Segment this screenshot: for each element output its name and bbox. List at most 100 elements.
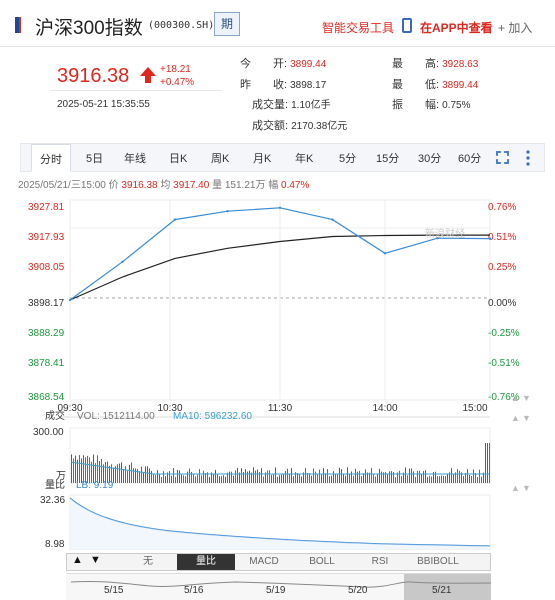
volume-bar bbox=[223, 475, 224, 483]
tab-5day[interactable]: 5日 bbox=[86, 153, 104, 165]
volume-bar bbox=[179, 470, 180, 483]
index-flag-icon bbox=[15, 17, 21, 33]
period-button[interactable]: 期 bbox=[214, 12, 240, 36]
y-axis-left-label: 3898.17 bbox=[28, 298, 65, 309]
timeline-day[interactable]: 5/20 bbox=[348, 585, 368, 596]
volume-bar bbox=[163, 471, 164, 483]
volume-bar bbox=[305, 467, 306, 483]
indicator-lb[interactable]: 量比 bbox=[177, 554, 235, 570]
volume-bar bbox=[335, 474, 336, 483]
lb-max-label: 32.36 bbox=[40, 495, 65, 506]
volume-bar bbox=[441, 475, 442, 483]
volume-bar bbox=[401, 476, 402, 483]
stat-open: 今 开: 3899.44 bbox=[240, 55, 326, 71]
x-axis-label: 11:30 bbox=[268, 403, 293, 414]
volume-bar bbox=[235, 470, 236, 483]
volume-bar bbox=[429, 475, 430, 483]
fullscreen-icon[interactable] bbox=[496, 151, 509, 164]
volume-bar bbox=[265, 472, 266, 483]
tab-60min[interactable]: 60分 bbox=[458, 153, 482, 165]
header-divider bbox=[0, 46, 555, 47]
info-avg-label: 均 bbox=[160, 180, 171, 191]
volume-bar bbox=[205, 472, 206, 483]
volume-bar bbox=[99, 461, 100, 483]
view-in-app-link[interactable]: 在APP中查看 bbox=[420, 21, 493, 35]
more-options-icon[interactable] bbox=[526, 149, 530, 167]
add-to-watchlist-button[interactable]: + 加入 bbox=[498, 21, 533, 35]
price-change: +18.21 +0.47% bbox=[160, 63, 194, 89]
y-axis-right-label: 0.51% bbox=[488, 232, 516, 243]
indicator-macd[interactable]: MACD bbox=[249, 556, 279, 567]
volume-bar bbox=[105, 462, 106, 483]
smart-trade-tools-link[interactable]: 智能交易工具 bbox=[322, 21, 395, 35]
volume-bar bbox=[315, 471, 316, 483]
timeline-sparkline bbox=[70, 580, 491, 588]
volume-bar bbox=[313, 468, 314, 483]
average-price-line bbox=[69, 234, 490, 301]
volume-bar bbox=[369, 472, 370, 483]
tab-5min[interactable]: 5分 bbox=[339, 153, 357, 165]
volume-bar bbox=[157, 470, 158, 483]
volume-bar bbox=[355, 468, 356, 483]
timeline-selection[interactable] bbox=[404, 574, 491, 600]
nav-down-icon[interactable]: ▼ bbox=[90, 554, 101, 566]
vol-panel-title: 成交 bbox=[45, 409, 65, 422]
nav-up-icon[interactable]: ▲ bbox=[72, 554, 83, 566]
panel-down-icon[interactable]: ▼ bbox=[522, 483, 531, 493]
tab-15min[interactable]: 15分 bbox=[376, 153, 400, 165]
volume-bar bbox=[239, 472, 240, 483]
tab-daily-k[interactable]: 日K bbox=[169, 153, 188, 165]
tab-yearly-k[interactable]: 年K bbox=[295, 153, 314, 165]
timeline-day[interactable]: 5/16 bbox=[184, 585, 204, 596]
price-point bbox=[278, 206, 282, 209]
volume-bar bbox=[483, 472, 484, 483]
stat-value: 3928.63 bbox=[442, 59, 479, 70]
stat-label: 最 低: bbox=[392, 79, 440, 91]
info-avg: 3917.40 bbox=[173, 180, 210, 191]
panel-up-icon[interactable]: ▲ bbox=[511, 393, 520, 403]
volume-bar bbox=[279, 475, 280, 483]
volume-bar bbox=[217, 474, 218, 483]
volume-bar bbox=[343, 474, 344, 483]
date-timeline[interactable]: 5/15 5/16 5/19 5/20 5/21 bbox=[66, 573, 491, 600]
volume-bar bbox=[431, 476, 432, 483]
tab-30min[interactable]: 30分 bbox=[418, 153, 442, 165]
indicator-boll[interactable]: BOLL bbox=[309, 556, 335, 567]
ma10-label: MA10: 596232.60 bbox=[173, 411, 252, 422]
timeline-day[interactable]: 5/19 bbox=[266, 585, 286, 596]
volume-bar bbox=[425, 470, 426, 483]
y-axis-right-label: -0.76% bbox=[488, 392, 520, 403]
tab-weekly-k[interactable]: 周K bbox=[211, 153, 230, 165]
volume-bar bbox=[151, 470, 152, 483]
volume-bar bbox=[191, 472, 192, 483]
index-code: (000300.SH) bbox=[148, 20, 215, 31]
indicator-rsi[interactable]: RSI bbox=[371, 556, 389, 567]
volume-bar bbox=[375, 476, 376, 483]
volume-bar bbox=[351, 471, 352, 483]
panel-up-icon[interactable]: ▲ bbox=[511, 483, 520, 493]
info-vol: 151.21万 bbox=[224, 180, 266, 191]
volume-bar bbox=[365, 469, 366, 483]
panel-down-icon[interactable]: ▼ bbox=[522, 413, 531, 423]
volume-bar bbox=[461, 472, 462, 483]
indicator-none[interactable]: 无 bbox=[143, 556, 153, 567]
volume-bar bbox=[453, 473, 454, 483]
indicator-bbiboll[interactable]: BBIBOLL bbox=[417, 556, 459, 567]
panel-up-icon[interactable]: ▲ bbox=[511, 413, 520, 423]
volume-bar bbox=[187, 471, 188, 483]
change-percent: +0.47% bbox=[160, 77, 195, 88]
timeline-day[interactable]: 5/21 bbox=[432, 585, 452, 596]
tab-monthly-k[interactable]: 月K bbox=[253, 153, 272, 165]
lb-fill bbox=[70, 498, 490, 550]
timeline-day[interactable]: 5/15 bbox=[104, 585, 124, 596]
volume-bar bbox=[417, 470, 418, 483]
panel-down-icon[interactable]: ▼ bbox=[522, 393, 531, 403]
price-point bbox=[331, 218, 334, 221]
tab-intraday[interactable]: 分时 bbox=[31, 144, 71, 172]
y-axis-left-label: 3878.41 bbox=[28, 358, 65, 369]
volume-bar bbox=[75, 455, 76, 483]
volume-bar bbox=[403, 472, 404, 483]
volume-bar bbox=[213, 473, 214, 483]
tab-year-line[interactable]: 年线 bbox=[124, 153, 146, 165]
intraday-chart[interactable]: 3927.81 3917.93 3908.05 3898.17 3888.29 3878.… bbox=[0, 195, 555, 550]
